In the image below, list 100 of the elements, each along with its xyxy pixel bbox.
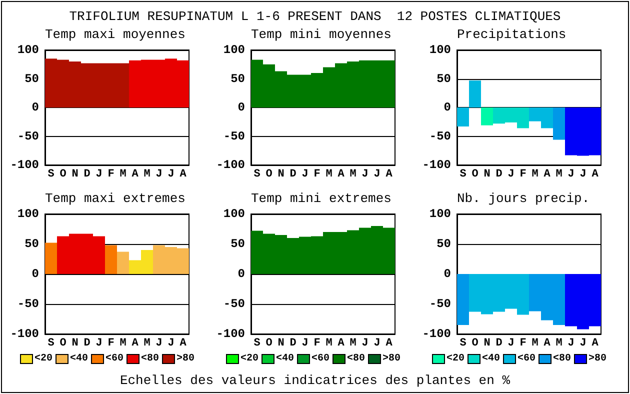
legend-label: >80 bbox=[382, 354, 401, 364]
x-tick-label: J bbox=[96, 168, 102, 180]
x-tick-label: D bbox=[496, 168, 503, 180]
x-tick-label: N bbox=[72, 168, 78, 180]
x-tick-label: J bbox=[580, 338, 586, 350]
x-tick-label: J bbox=[580, 168, 586, 180]
x-tick-label: A bbox=[180, 338, 187, 350]
x-tick-label: J bbox=[568, 338, 574, 350]
y-tick-label: -100 bbox=[216, 158, 245, 172]
x-tick-label: J bbox=[168, 168, 174, 180]
legend-label: <80 bbox=[553, 354, 572, 364]
y-tick-label: 100 bbox=[17, 207, 39, 221]
x-tick-label: M bbox=[532, 338, 539, 350]
y-tick-label: 0 bbox=[238, 267, 245, 281]
x-tick-label: M bbox=[326, 168, 333, 180]
x-tick-label: M bbox=[326, 338, 333, 350]
x-tick-label: M bbox=[120, 168, 127, 180]
x-tick-label: O bbox=[472, 168, 479, 180]
legend-label: <40 bbox=[70, 354, 88, 364]
legend-label: <40 bbox=[482, 354, 500, 364]
y-tick-label: 50 bbox=[230, 72, 245, 86]
y-tick-label: -100 bbox=[10, 327, 39, 341]
x-tick-label: D bbox=[290, 338, 297, 350]
y-tick-label: -100 bbox=[216, 327, 245, 341]
y-tick-label: 100 bbox=[17, 43, 39, 57]
y-tick-label: -50 bbox=[17, 129, 39, 144]
legend-label: <80 bbox=[141, 354, 160, 364]
x-tick-label: J bbox=[374, 338, 380, 350]
y-tick-label: -100 bbox=[10, 158, 39, 172]
x-tick-label: A bbox=[592, 168, 599, 180]
y-tick-label: 50 bbox=[24, 237, 39, 251]
x-tick-label: J bbox=[362, 168, 368, 180]
x-tick-label: O bbox=[472, 338, 479, 350]
x-tick-label: A bbox=[338, 168, 345, 180]
y-tick-label: -50 bbox=[429, 129, 451, 144]
x-tick-label: J bbox=[508, 338, 514, 350]
x-tick-label: N bbox=[484, 168, 490, 180]
y-tick-label: 50 bbox=[436, 237, 451, 251]
x-tick-label: F bbox=[314, 168, 320, 180]
x-tick-label: J bbox=[568, 168, 574, 180]
legend-label: <20 bbox=[446, 354, 465, 364]
x-tick-label: F bbox=[108, 338, 114, 350]
x-tick-label: A bbox=[132, 338, 139, 350]
y-tick-label: 0 bbox=[444, 100, 451, 114]
x-tick-label: J bbox=[374, 168, 380, 180]
chart-title: Temp maxi extremes bbox=[45, 191, 186, 206]
x-tick-label: M bbox=[350, 168, 357, 180]
x-tick-label: D bbox=[290, 168, 297, 180]
legend-label: <60 bbox=[312, 354, 330, 364]
x-tick-label: S bbox=[460, 338, 467, 350]
x-tick-label: M bbox=[144, 338, 151, 350]
y-tick-label: -100 bbox=[422, 327, 451, 341]
x-tick-label: J bbox=[96, 338, 102, 350]
legend-label: <20 bbox=[34, 354, 53, 364]
x-tick-label: M bbox=[532, 168, 539, 180]
x-tick-label: A bbox=[386, 168, 393, 180]
x-tick-label: A bbox=[180, 168, 187, 180]
x-tick-label: F bbox=[314, 338, 320, 350]
x-tick-label: J bbox=[302, 168, 308, 180]
chart-title: Temp maxi moyennes bbox=[45, 27, 186, 42]
legend-label: <20 bbox=[240, 354, 259, 364]
y-tick-label: -50 bbox=[429, 297, 451, 311]
y-tick-label: -100 bbox=[422, 158, 451, 172]
x-tick-label: S bbox=[460, 168, 467, 180]
y-tick-label: -50 bbox=[223, 297, 245, 311]
x-tick-label: J bbox=[508, 168, 514, 180]
x-tick-label: O bbox=[266, 338, 273, 350]
text: TRIFOLIUM RESUPINATUM L 1-6 PRESENT DANS 12 POSTES CLIMATIQUES bbox=[68, 9, 562, 24]
x-tick-label: J bbox=[302, 338, 308, 350]
x-tick-label: S bbox=[48, 168, 55, 180]
legend-label: >80 bbox=[176, 354, 195, 364]
x-tick-label: M bbox=[144, 168, 151, 180]
y-tick-label: 100 bbox=[429, 207, 451, 221]
y-tick-label: 0 bbox=[32, 267, 39, 281]
y-tick-label: 50 bbox=[24, 72, 39, 86]
x-tick-label: F bbox=[520, 168, 526, 180]
x-tick-label: O bbox=[266, 168, 273, 180]
legend-label: <80 bbox=[347, 354, 366, 364]
x-tick-label: S bbox=[254, 338, 261, 350]
x-tick-label: M bbox=[556, 168, 563, 180]
x-tick-label: J bbox=[362, 338, 368, 350]
chart-title: Nb. jours precip. bbox=[457, 191, 590, 206]
x-tick-label: A bbox=[544, 168, 551, 180]
x-tick-label: D bbox=[496, 338, 503, 350]
x-tick-label: F bbox=[520, 338, 526, 350]
y-tick-label: 100 bbox=[223, 43, 245, 57]
legend-label: <60 bbox=[106, 354, 124, 364]
chart-title: Temp mini extremes bbox=[251, 191, 392, 206]
y-tick-label: 100 bbox=[223, 207, 245, 221]
x-tick-label: N bbox=[484, 338, 490, 350]
y-tick-label: 0 bbox=[444, 267, 451, 281]
chart-title: Precipitations bbox=[457, 27, 566, 42]
x-tick-label: F bbox=[108, 168, 114, 180]
x-tick-label: J bbox=[168, 338, 174, 350]
x-tick-label: O bbox=[60, 338, 67, 350]
x-tick-label: D bbox=[84, 168, 91, 180]
x-tick-label: J bbox=[156, 338, 162, 350]
x-tick-label: A bbox=[338, 338, 345, 350]
chart-title: Temp mini moyennes bbox=[251, 27, 392, 42]
x-tick-label: N bbox=[278, 168, 284, 180]
